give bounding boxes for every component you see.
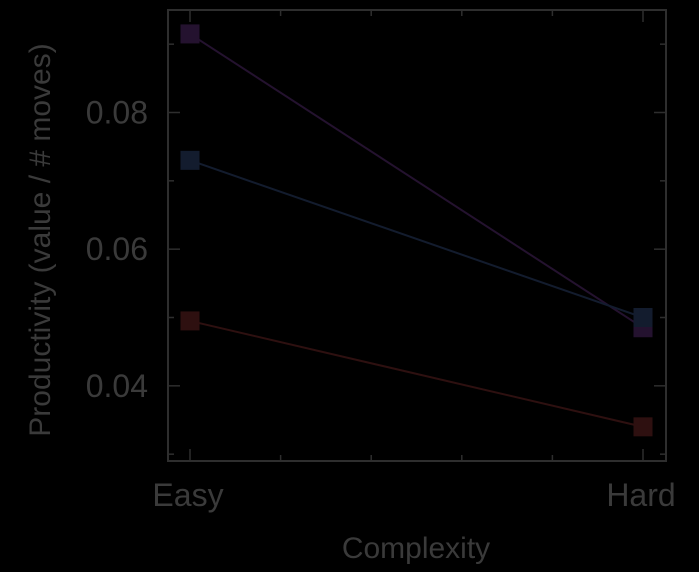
axis-ticks [168,10,666,461]
data-point-marker [180,24,200,44]
series-line [189,33,644,329]
x-tick-labels: Easy Hard [152,477,675,513]
data-point-marker [633,308,653,327]
series-line [189,159,644,319]
y-tick-labels: 0.04 0.06 0.08 [86,95,148,404]
x-tick-label: Hard [606,477,675,513]
y-tick-label: 0.08 [86,95,148,131]
y-tick-label: 0.04 [86,368,148,404]
series-line [189,319,644,428]
plot-frame [167,9,667,462]
x-tick-label: Easy [152,477,223,513]
data-point-marker [633,417,653,437]
data-point-marker [180,311,200,331]
data-point-marker [180,150,200,170]
series-layer [180,24,653,437]
y-tick-label: 0.06 [86,231,148,267]
x-axis-label: Complexity [342,532,490,565]
y-axis-label: Productivity (value / # moves) [24,43,57,436]
